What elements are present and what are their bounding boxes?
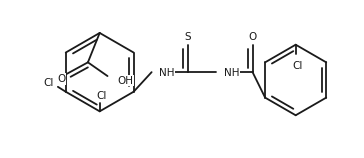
Text: S: S <box>185 32 191 42</box>
Text: O: O <box>249 32 257 42</box>
Text: Cl: Cl <box>292 61 303 71</box>
Text: Cl: Cl <box>43 78 53 88</box>
Text: NH: NH <box>159 68 175 78</box>
Text: O: O <box>58 74 66 84</box>
Text: NH: NH <box>224 68 240 78</box>
Text: OH: OH <box>117 76 133 86</box>
Text: Cl: Cl <box>96 91 107 101</box>
